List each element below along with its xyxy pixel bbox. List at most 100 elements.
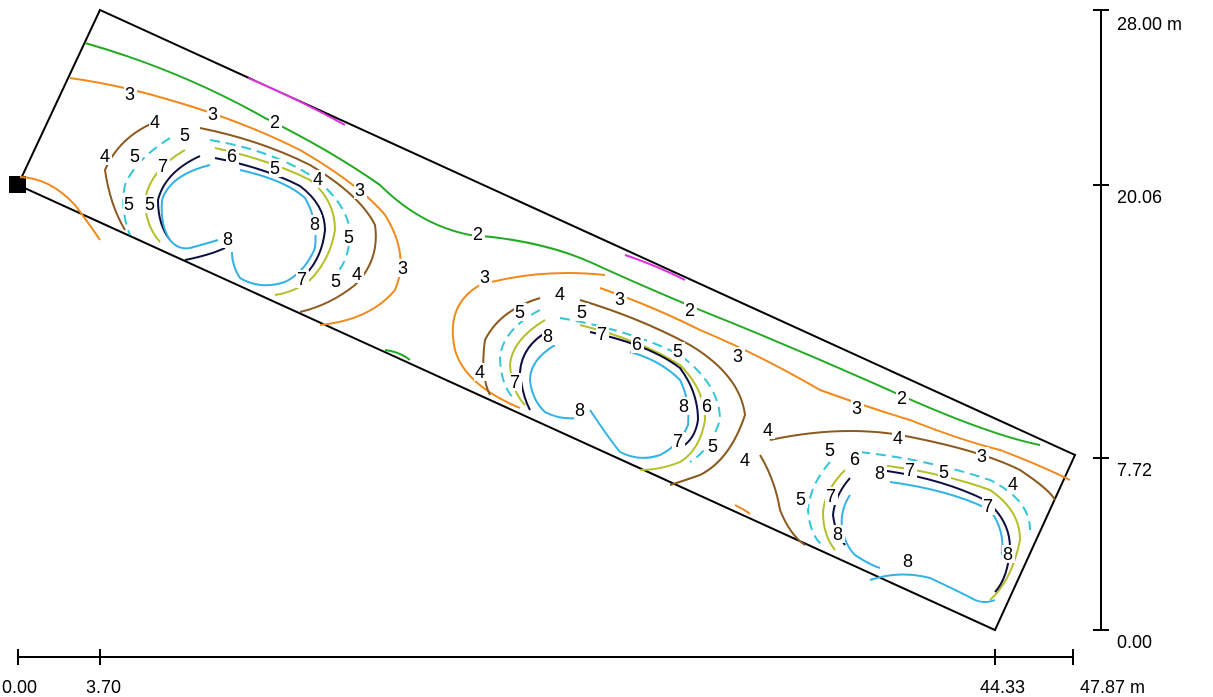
v-top-label: 28.00 m [1117,14,1182,34]
contour-line-level-4 [579,299,747,486]
vertical-scale: 28.00 m 20.06 7.72 0.00 [1093,9,1182,652]
v-tick-0: 0.00 [1117,632,1152,652]
contour-label: 5 [708,436,718,456]
contour-line-level-5 [806,461,831,546]
contour-label: 6 [702,396,712,416]
contour-label-bg [874,464,887,482]
contour-label-bg [269,159,282,177]
contour-label: 3 [125,84,135,104]
contour-label-bg [99,147,112,165]
contour-label-bg [542,327,555,345]
contour-line-level-3 [19,176,101,241]
contour-line-level-7 [184,247,226,261]
v-tick-1: 7.72 [1117,460,1152,480]
contour-label: 3 [977,446,987,466]
contour-label-bg [976,447,989,465]
contour-label-bg [902,552,915,570]
contour-label-bg [631,335,644,353]
contour-labels: 3324545654357578857543234532587653478863… [99,84,1020,571]
contour-label: 2 [897,388,907,408]
contour-label-bg [144,195,157,213]
contour-line-level-6 [821,469,846,551]
contour-label: 7 [597,324,607,344]
contour-label: 5 [124,194,134,214]
contour-label: 5 [515,302,525,322]
contour-label-bg [514,303,527,321]
contour-label-bg [982,497,995,515]
contour-label: 7 [983,496,993,516]
contour-label: 2 [270,112,280,132]
contour-label-bg [596,325,609,343]
contour-line-level-7 [214,157,327,276]
contour-label-bg [851,399,864,417]
contour-label-bg [123,195,136,213]
contour-label-bg [892,429,905,447]
contour-line-level-3 [734,504,751,515]
contour-label-bg [157,157,170,175]
h-tick-2: 44.33 [980,677,1025,697]
contour-label: 4 [475,362,485,382]
contour-label: 5 [180,125,190,145]
contour-label: 3 [355,180,365,200]
contour-label: 4 [763,420,773,440]
contour-label-bg [701,397,714,415]
contour-label: 6 [850,449,860,469]
contour-line-level-4 [769,430,1056,501]
contour-label: 5 [331,271,341,291]
contour-label-bg [312,170,325,188]
contour-label: 8 [1003,544,1013,564]
contour-label: 8 [875,463,885,483]
contour-line-level-5 [859,451,1031,531]
contour-label: 8 [543,326,553,346]
contour-label-bg [1007,475,1020,493]
contour-line-level-5 [209,139,352,276]
contour-label-bg [554,285,567,303]
contour-label: 4 [352,264,362,284]
contour-label: 3 [480,267,490,287]
contour-label: 4 [313,169,323,189]
contour-line-level-3 [69,77,402,326]
contour-line-level-6 [508,319,546,406]
contour-line-level-3 [451,272,606,409]
contour-label: 5 [673,341,683,361]
contour-line-level-7 [518,329,551,411]
contour-line-level-8 [528,344,579,420]
contour-label-bg [397,259,410,277]
contour-label-bg [149,113,162,131]
contour-line-level-2 [84,42,1041,446]
contour-line-level-8 [889,481,1004,556]
contour-label: 8 [575,400,585,420]
contour-label-bg [343,228,356,246]
contour-label: 4 [1008,474,1018,494]
contour-label-bg [1002,545,1015,563]
contour-label: 6 [632,334,642,354]
contour-label-bg [614,290,627,308]
contour-label: 3 [615,289,625,309]
contour-line-level-7 [879,469,1012,593]
contour-label: 8 [833,524,843,544]
contour-label: 7 [826,486,836,506]
contour-label-bg [351,265,364,283]
contour-line-level-6 [879,464,1022,601]
contour-line-level-4 [199,127,377,313]
contour-label: 7 [158,156,168,176]
contour-label: 4 [555,284,565,304]
contour-label-bg [672,432,685,450]
contour-label: 5 [939,462,949,482]
contour-label-bg [672,342,685,360]
room-outline [16,8,1077,632]
contour-label-bg [795,490,808,508]
contour-line-level-4 [759,454,806,546]
contour-label-bg [832,525,845,543]
contour-label-bg [762,421,775,439]
contour-label: 6 [227,146,237,166]
contour-line-level-1 [624,254,686,281]
contour-label: 3 [398,258,408,278]
contour-lines [19,42,1071,603]
contour-line-level-1 [247,77,346,126]
contour-line-level-8 [840,494,881,569]
contour-label: 4 [740,450,750,470]
contour-line-level-8 [160,164,219,250]
contour-label-bg [179,126,192,144]
